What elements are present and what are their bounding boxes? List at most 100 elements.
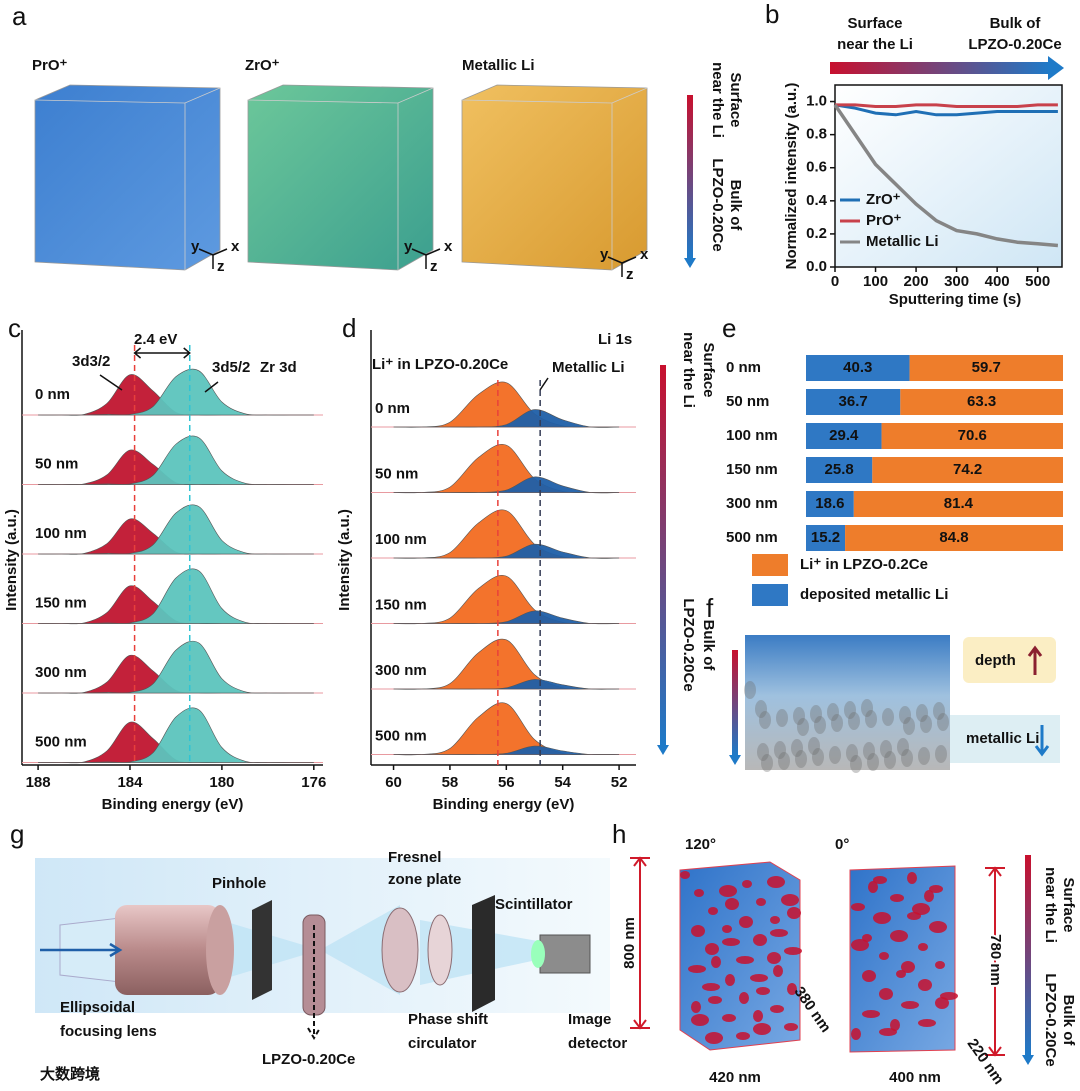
particle xyxy=(691,1014,709,1026)
dimension xyxy=(630,856,650,1030)
arrow-text: Surface xyxy=(700,342,717,397)
particle xyxy=(708,996,722,1004)
x-axis-label: Sputtering time (s) xyxy=(889,291,1022,308)
particle xyxy=(753,1023,771,1035)
axis-letter: z xyxy=(217,258,225,275)
gradient-arrow xyxy=(1025,855,1031,1055)
gradient-arrow xyxy=(687,95,693,258)
texture xyxy=(933,702,945,720)
depth-label: 150 nm xyxy=(375,596,427,613)
axis-letter: x xyxy=(444,238,453,255)
arrow-head xyxy=(1022,1055,1034,1065)
box-label: metallic Li xyxy=(966,730,1039,747)
particle xyxy=(750,974,768,982)
bar-segment xyxy=(900,389,1063,415)
phase-ring xyxy=(427,914,453,986)
arrow-text: LPZO-0.20Ce xyxy=(968,36,1061,53)
y-tick-label: 0.0 xyxy=(806,258,827,275)
annotation: 2.4 eV xyxy=(134,331,177,348)
particle xyxy=(890,1019,900,1031)
arrow-text: near the Li xyxy=(709,62,726,138)
peak-area xyxy=(393,409,620,428)
category-label: 300 nm xyxy=(726,495,778,512)
depth-arrow xyxy=(1027,645,1043,675)
particle xyxy=(770,929,788,937)
particle xyxy=(753,934,767,946)
part-label: Pinhole xyxy=(212,875,266,892)
legend-label: ZrO⁺ xyxy=(866,191,901,208)
y-tick-label: 0.8 xyxy=(806,126,827,143)
series-line xyxy=(835,103,1058,108)
pinhole xyxy=(252,900,272,1000)
panel-letter: h xyxy=(612,819,626,849)
particle xyxy=(890,894,904,902)
particle xyxy=(756,898,766,906)
particle xyxy=(918,979,932,991)
particle xyxy=(708,907,718,915)
texture xyxy=(755,700,767,718)
particle xyxy=(773,965,783,977)
part-label: circulator xyxy=(408,1035,477,1052)
peak-label: 3d5/2 xyxy=(212,359,250,376)
peak-area xyxy=(393,745,620,756)
x-tick-label: 58 xyxy=(442,774,459,791)
peak-area xyxy=(393,476,620,494)
legend-label: PrO⁺ xyxy=(866,212,902,229)
category-label: 150 nm xyxy=(726,461,778,478)
y-tick-label: 0.2 xyxy=(806,225,827,242)
dimension xyxy=(985,866,1005,1057)
texture xyxy=(795,750,807,768)
particle xyxy=(756,987,770,995)
panel-letter: b xyxy=(765,0,779,29)
x-tick-label: 0 xyxy=(831,273,839,290)
peak-area xyxy=(38,504,314,555)
value-label: 63.3 xyxy=(967,393,996,410)
particle xyxy=(705,943,719,955)
tomography-slice xyxy=(745,635,950,770)
texture xyxy=(761,754,773,772)
x-axis-label: Binding energy (eV) xyxy=(433,796,575,813)
box-label: depth xyxy=(975,652,1016,669)
x-tick-label: 188 xyxy=(26,774,51,791)
category-label: 500 nm xyxy=(726,529,778,546)
peak-area xyxy=(393,610,620,625)
depth-label: 0 nm xyxy=(35,386,70,403)
peak-area xyxy=(393,381,620,428)
arrow-head xyxy=(1048,56,1064,80)
panel-letter: d xyxy=(342,313,356,343)
particle xyxy=(879,952,889,960)
peak-area xyxy=(393,638,620,690)
particle xyxy=(907,912,921,920)
cube-edge xyxy=(34,87,221,270)
value-label: 36.7 xyxy=(839,393,868,410)
panel-letter: f xyxy=(706,593,714,623)
depth-label: 300 nm xyxy=(375,662,427,679)
spectrum-title: Li 1s xyxy=(598,331,632,348)
peak-area xyxy=(38,568,314,625)
y-axis-label: Intensity (a.u.) xyxy=(336,509,353,611)
peak-area xyxy=(393,444,620,494)
detector-lens xyxy=(531,940,545,968)
axis-letter: y xyxy=(191,238,200,255)
particle xyxy=(736,1032,750,1040)
peak-area xyxy=(393,702,620,756)
value-label: 74.2 xyxy=(953,461,982,478)
legend-swatch xyxy=(752,554,788,576)
bar-segment xyxy=(806,389,901,415)
particle xyxy=(767,952,781,964)
cube-edge xyxy=(247,87,434,270)
component-label: Li⁺ in LPZO-0.20Ce xyxy=(372,356,508,373)
texture xyxy=(759,711,771,729)
peak-area xyxy=(393,679,620,690)
depth-label: 100 nm xyxy=(35,525,87,542)
particle xyxy=(929,921,947,933)
part-label: Ellipsoidal xyxy=(60,999,135,1016)
depth-label: 100 nm xyxy=(375,531,427,548)
part-label: LPZO-0.20Ce xyxy=(262,1051,355,1068)
bar-segment xyxy=(909,355,1063,381)
texture xyxy=(814,716,826,734)
particle xyxy=(725,898,739,910)
particle xyxy=(719,885,737,897)
arrow-text: Surface xyxy=(847,15,902,32)
